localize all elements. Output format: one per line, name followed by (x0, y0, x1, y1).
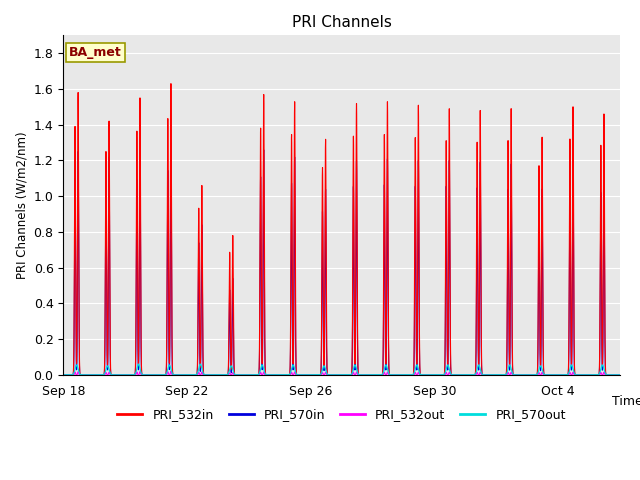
X-axis label: Time: Time (612, 395, 640, 408)
Text: BA_met: BA_met (69, 46, 122, 59)
Title: PRI Channels: PRI Channels (292, 15, 392, 30)
Y-axis label: PRI Channels (W/m2/nm): PRI Channels (W/m2/nm) (15, 131, 28, 279)
Legend: PRI_532in, PRI_570in, PRI_532out, PRI_570out: PRI_532in, PRI_570in, PRI_532out, PRI_57… (113, 403, 571, 426)
